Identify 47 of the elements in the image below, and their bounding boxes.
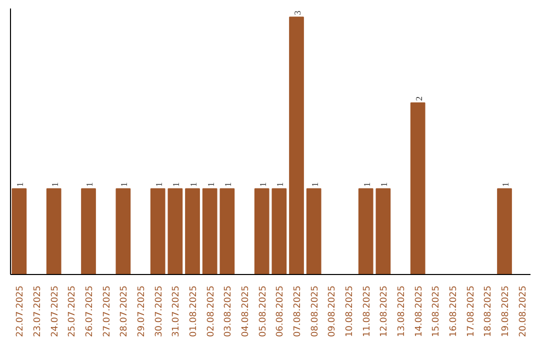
x-tick-label: 15.08.2025	[432, 286, 442, 338]
x-tick-label: 17.08.2025	[466, 286, 476, 338]
x-tick-label: 06.08.2025	[276, 286, 286, 338]
x-tick-label: 02.08.2025	[206, 286, 216, 338]
x-tick-label: 25.07.2025	[68, 286, 78, 338]
data-label: 1	[275, 182, 286, 187]
x-tick-label: 14.08.2025	[414, 286, 424, 338]
x-tick-label: 30.07.2025	[154, 286, 164, 338]
data-label: 2	[414, 96, 424, 101]
x-tick-label: 08.08.2025	[310, 286, 320, 338]
x-tick-label: 09.08.2025	[328, 286, 338, 338]
x-tick-label: 03.08.2025	[224, 286, 234, 338]
data-label: 1	[154, 182, 164, 187]
x-tick-label: 19.08.2025	[501, 286, 511, 338]
data-label: 1	[379, 182, 390, 187]
x-tick-label: 11.08.2025	[362, 286, 372, 338]
x-tick-label: 05.08.2025	[258, 286, 268, 338]
data-label: 1	[84, 182, 94, 187]
x-tick-label: 13.08.2025	[397, 286, 407, 338]
x-tick-label: 01.08.2025	[189, 286, 199, 338]
data-label: 1	[362, 182, 372, 187]
x-tick-label: 28.07.2025	[120, 286, 130, 338]
data-label: 1	[500, 182, 510, 187]
x-tick-label: 16.08.2025	[449, 286, 459, 338]
data-label: 1	[171, 182, 182, 187]
x-tick-label: 27.07.2025	[102, 286, 112, 338]
data-label: 1	[310, 182, 320, 187]
data-label: 1	[258, 182, 268, 187]
x-tick-label: 10.08.2025	[345, 286, 355, 338]
x-tick-label: 29.07.2025	[137, 286, 147, 338]
x-tick-label: 07.08.2025	[293, 286, 303, 338]
data-label: 1	[119, 182, 130, 187]
data-label: 1	[15, 182, 26, 187]
data-label: 1	[188, 182, 198, 187]
data-label: 3	[292, 10, 302, 16]
data-label: 1	[50, 182, 60, 187]
x-tick-label: 04.08.2025	[241, 286, 251, 338]
data-label: 1	[223, 182, 234, 187]
data-label: 1	[206, 182, 216, 187]
x-tick-label: 26.07.2025	[85, 286, 95, 338]
x-tick-label: 24.07.2025	[50, 286, 60, 338]
x-tick-label: 22.07.2025	[16, 286, 26, 338]
x-tick-label: 23.07.2025	[33, 286, 43, 338]
x-tick-label: 31.07.2025	[172, 286, 182, 338]
x-tick-label: 12.08.2025	[380, 286, 390, 338]
x-tick-label: 18.08.2025	[484, 286, 494, 338]
x-tick-label: 20.08.2025	[518, 286, 528, 338]
